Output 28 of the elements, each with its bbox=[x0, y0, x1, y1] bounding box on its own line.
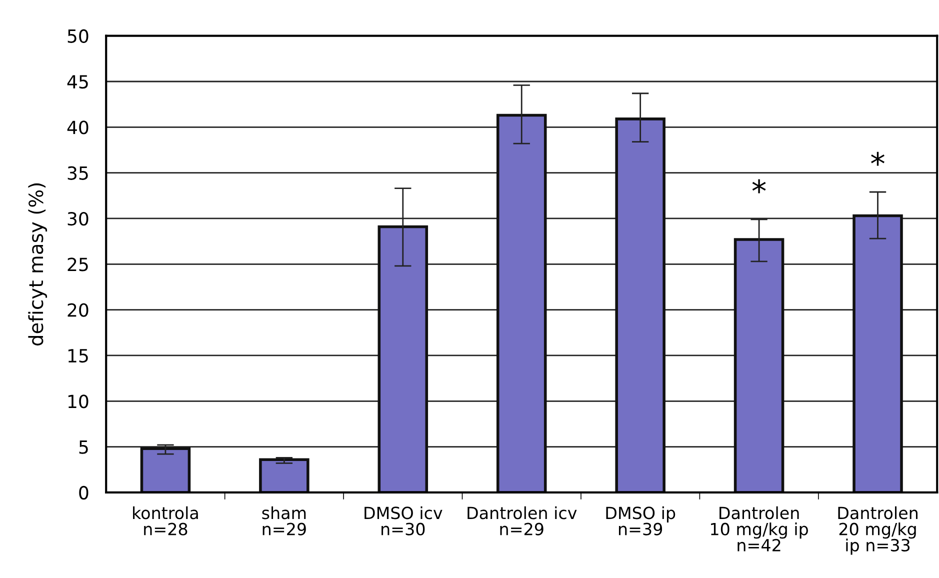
bar bbox=[496, 114, 547, 492]
annotation: * bbox=[871, 152, 884, 166]
bar bbox=[259, 458, 310, 492]
y-tick-label: 5 bbox=[79, 440, 88, 454]
y-tick-label: 10 bbox=[68, 394, 88, 408]
bar bbox=[615, 118, 666, 492]
y-tick-label: 30 bbox=[68, 212, 88, 226]
x-tick-label: kontrola n=28 bbox=[133, 506, 198, 536]
y-tick-label: 20 bbox=[68, 303, 88, 317]
y-tick-label: 45 bbox=[67, 75, 88, 89]
x-tick-label: Dantrolen icv n=29 bbox=[468, 506, 577, 536]
y-tick-label: 0 bbox=[79, 486, 88, 500]
x-tick-label: DMSO icv n=30 bbox=[364, 506, 442, 536]
y-tick-label: 15 bbox=[68, 349, 88, 363]
y-tick-label: 40 bbox=[67, 120, 88, 134]
bar bbox=[140, 447, 191, 492]
x-tick-label: Dantrolen 20 mg/kg ip n=33 bbox=[838, 506, 918, 555]
y-axis-title: deficyt masy (%) bbox=[28, 183, 48, 346]
bar bbox=[378, 225, 428, 492]
x-tick-label: Dantrolen 10 mg/kg ip n=42 bbox=[711, 506, 808, 552]
x-tick-label: sham n=29 bbox=[262, 506, 306, 536]
bar bbox=[734, 238, 784, 492]
bar bbox=[852, 214, 903, 492]
y-tick-label: 35 bbox=[68, 166, 88, 180]
x-tick-label: DMSO ip n=39 bbox=[606, 506, 676, 536]
y-tick-label: 50 bbox=[68, 29, 88, 43]
annotation: * bbox=[752, 179, 766, 194]
y-tick-label: 25 bbox=[68, 258, 88, 272]
